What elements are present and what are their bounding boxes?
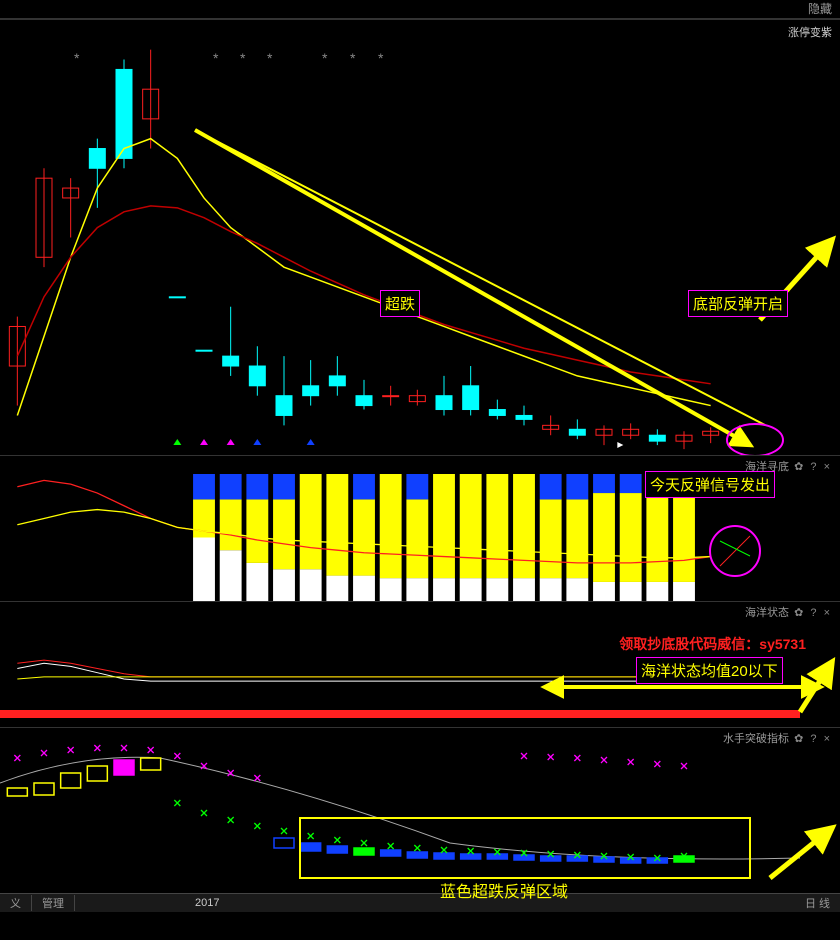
topbar: 隐藏 [0,0,840,19]
help-icon[interactable]: ? [810,461,816,473]
hide-link[interactable]: 隐藏 [808,2,832,16]
main-chart-panel: 涨停变紫 ******* 超跌 底部反弹开启 [0,19,840,455]
panel4-title-text: 水手突破指标 [723,733,789,745]
panel-haiyang-zhuangtai: 海洋状态 ✿ ? × 领取抄底股代码威信：sy5731 海洋状态均值20以下 [0,601,840,727]
tab-yi[interactable]: 义 [0,895,32,911]
credit-text: 领取抄底股代码威信：sy5731 [619,634,806,654]
panel3-title: 海洋状态 ✿ ? × [745,604,832,620]
tab-guanli[interactable]: 管理 [32,895,75,911]
close-icon[interactable]: × [824,733,830,745]
annotation-chaodie: 超跌 [380,290,420,317]
annotation-signal: 今天反弹信号发出 [645,471,775,498]
gear-icon[interactable]: ✿ [794,461,803,473]
bottom-tabbar: 义 管理 2017 日 线 [0,893,840,912]
main-chart-svg[interactable] [0,20,840,455]
annotation-dibu: 底部反弹开启 [688,290,788,317]
help-icon[interactable]: ? [810,733,816,745]
panel-haiyang-xundi: 海洋寻底 ✿ ? × 今天反弹信号发出 [0,455,840,601]
panel4-svg[interactable] [0,728,840,893]
gear-icon[interactable]: ✿ [794,607,803,619]
year-label: 2017 [195,897,219,909]
gear-icon[interactable]: ✿ [794,733,803,745]
timeframe-label[interactable]: 日 线 [805,895,830,911]
panel4-title: 水手突破指标 ✿ ? × [723,730,832,746]
close-icon[interactable]: × [824,461,830,473]
help-icon[interactable]: ? [810,607,816,619]
panel-shuishou: 水手突破指标 ✿ ? × 蓝色超跌反弹区域 [0,727,840,893]
annotation-mean20: 海洋状态均值20以下 [636,657,783,684]
panel3-title-text: 海洋状态 [745,607,789,619]
close-icon[interactable]: × [824,607,830,619]
annotation-blue-zone: 蓝色超跌反弹区域 [440,878,568,902]
